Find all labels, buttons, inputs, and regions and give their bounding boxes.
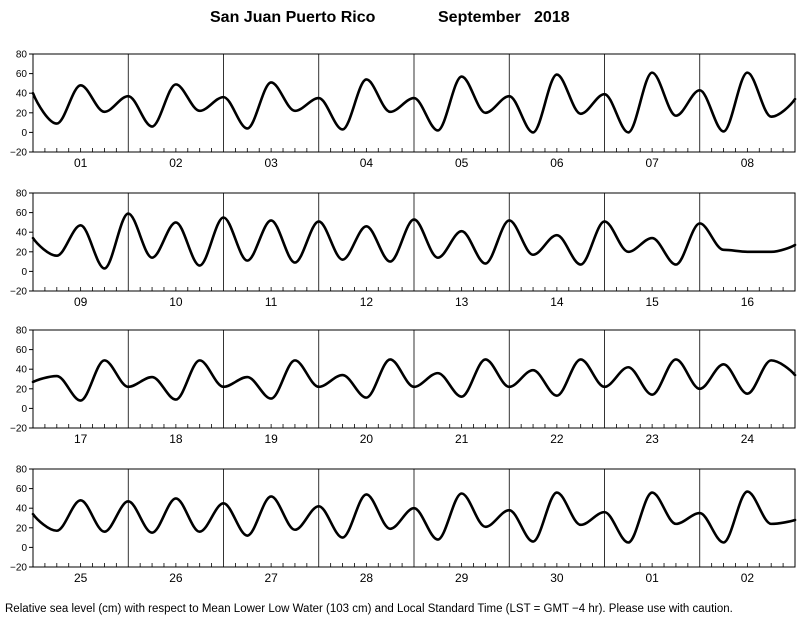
day-label: 15: [645, 295, 659, 309]
tide-curve: [31, 71, 797, 134]
tide-curve: [31, 358, 797, 402]
y-tick-label: 80: [16, 189, 28, 200]
day-label: 27: [264, 571, 278, 585]
day-label: 21: [455, 432, 469, 446]
day-label: 22: [550, 432, 564, 446]
day-label: 04: [360, 156, 374, 170]
y-tick-label: 40: [16, 365, 28, 376]
y-tick-label: 80: [16, 465, 28, 476]
day-label: 12: [360, 295, 374, 309]
day-label: 28: [360, 571, 374, 585]
y-tick-label: 60: [16, 484, 28, 495]
day-label: 19: [264, 432, 278, 446]
day-label: 02: [169, 156, 183, 170]
day-label: 03: [264, 156, 278, 170]
chart-title-location: San Juan Puerto Rico: [210, 9, 376, 26]
y-tick-label: 60: [16, 208, 28, 219]
y-tick-label: 40: [16, 228, 28, 239]
y-tick-label: 0: [21, 267, 27, 278]
y-tick-label: −20: [10, 287, 27, 298]
day-label: 10: [169, 295, 183, 309]
day-label: 09: [74, 295, 88, 309]
y-tick-label: 0: [21, 543, 27, 554]
y-tick-label: 20: [16, 384, 28, 395]
day-label: 18: [169, 432, 183, 446]
day-label: 06: [550, 156, 564, 170]
y-tick-label: 40: [16, 504, 28, 515]
y-tick-label: 60: [16, 345, 28, 356]
day-label: 20: [360, 432, 374, 446]
day-label: 26: [169, 571, 183, 585]
y-tick-label: 20: [16, 108, 28, 119]
day-label: 13: [455, 295, 469, 309]
day-label: 17: [74, 432, 88, 446]
tide-curve: [31, 212, 797, 270]
day-label: 29: [455, 571, 469, 585]
day-label: 01: [74, 156, 88, 170]
y-tick-label: −20: [10, 424, 27, 435]
y-tick-label: 20: [16, 247, 28, 258]
y-tick-label: −20: [10, 148, 27, 159]
chart-title-period: September 2018: [438, 9, 570, 26]
y-tick-label: 80: [16, 326, 28, 337]
day-label: 02: [741, 571, 755, 585]
y-tick-label: 0: [21, 128, 27, 139]
y-tick-label: 20: [16, 523, 28, 534]
day-label: 01: [645, 571, 659, 585]
day-label: 07: [645, 156, 659, 170]
y-tick-label: 0: [21, 404, 27, 415]
y-tick-label: 80: [16, 50, 28, 61]
day-label: 14: [550, 295, 564, 309]
chart-footer-note: Relative sea level (cm) with respect to …: [5, 603, 733, 615]
day-label: 25: [74, 571, 88, 585]
day-label: 30: [550, 571, 564, 585]
y-tick-label: 60: [16, 69, 28, 80]
day-label: 11: [265, 295, 278, 309]
day-label: 05: [455, 156, 469, 170]
y-tick-label: 40: [16, 89, 28, 100]
day-label: 23: [645, 432, 659, 446]
day-label: 08: [741, 156, 755, 170]
day-label: 24: [741, 432, 755, 446]
y-tick-label: −20: [10, 563, 27, 574]
tide-curve: [31, 490, 797, 544]
day-label: 16: [741, 295, 755, 309]
